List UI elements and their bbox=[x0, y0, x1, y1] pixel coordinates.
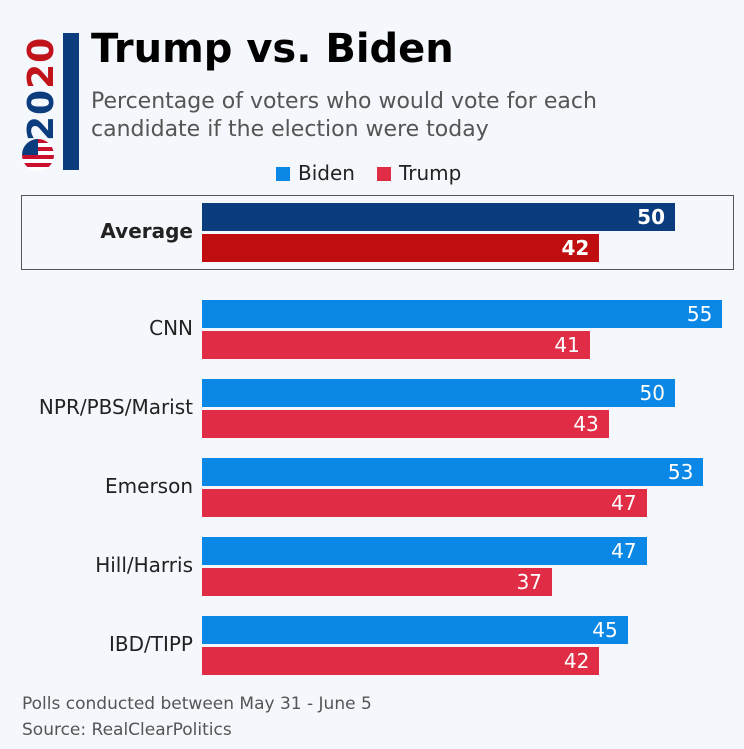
bar-biden: 53 bbox=[202, 458, 704, 486]
bar-trump: 42 bbox=[202, 234, 600, 262]
average-highlight-box bbox=[21, 195, 734, 270]
bar-biden: 50 bbox=[202, 379, 675, 407]
logo-year-part: 20 bbox=[21, 88, 62, 141]
logo-year-part: 20 bbox=[21, 36, 62, 89]
title-accent-bar bbox=[63, 33, 79, 170]
chart-subtitle: Percentage of voters who would vote for … bbox=[91, 89, 597, 142]
legend: Biden Trump bbox=[276, 161, 461, 185]
footer-source: Source: RealClearPolitics bbox=[22, 720, 232, 740]
bar-trump: 41 bbox=[202, 331, 590, 359]
footer-note: Polls conducted between May 31 - June 5 bbox=[22, 694, 372, 714]
legend-label: Trump bbox=[398, 161, 462, 185]
bar-trump: 43 bbox=[202, 410, 609, 438]
bar-biden: 47 bbox=[202, 537, 647, 565]
us-flag-icon bbox=[22, 139, 54, 171]
logo-2020: 2020 bbox=[21, 37, 62, 141]
bar-biden: 55 bbox=[202, 300, 723, 328]
bar-trump: 47 bbox=[202, 489, 647, 517]
category-label: Emerson bbox=[105, 474, 193, 498]
chart-title: Trump vs. Biden bbox=[91, 26, 454, 72]
category-label: IBD/TIPP bbox=[109, 632, 193, 656]
category-label: Hill/Harris bbox=[95, 553, 193, 577]
legend-swatch bbox=[276, 167, 290, 181]
bar-biden: 45 bbox=[202, 616, 628, 644]
legend-item-trump: Trump bbox=[376, 161, 462, 185]
category-label: CNN bbox=[149, 316, 193, 340]
legend-label: Biden bbox=[298, 161, 355, 185]
legend-item-biden: Biden bbox=[276, 161, 355, 185]
bar-trump: 37 bbox=[202, 568, 553, 596]
bar-trump: 42 bbox=[202, 647, 600, 675]
category-label: Average bbox=[100, 219, 193, 243]
legend-swatch bbox=[376, 167, 391, 181]
bar-biden: 50 bbox=[202, 203, 675, 231]
category-label: NPR/PBS/Marist bbox=[38, 395, 193, 419]
